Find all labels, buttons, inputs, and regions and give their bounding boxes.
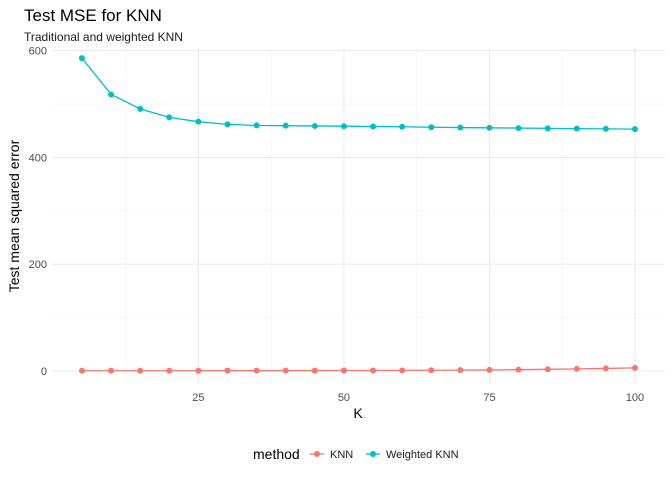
data-point xyxy=(486,124,493,131)
legend-title: method xyxy=(253,446,300,462)
series-line xyxy=(81,57,636,130)
x-tick-label: 25 xyxy=(192,392,204,404)
legend-label: Weighted KNN xyxy=(386,449,459,461)
data-point xyxy=(108,91,115,98)
data-point xyxy=(282,122,289,129)
series-line xyxy=(82,367,636,372)
data-point xyxy=(340,123,347,130)
data-point xyxy=(370,123,377,130)
data-point xyxy=(108,367,115,374)
data-point xyxy=(370,367,377,374)
legend-item: KNN xyxy=(310,449,353,461)
data-point xyxy=(515,366,522,373)
data-point xyxy=(632,364,638,371)
data-point xyxy=(253,367,260,374)
x-tick-label: 50 xyxy=(338,392,350,404)
data-point xyxy=(224,367,231,374)
legend-label: KNN xyxy=(330,449,353,461)
x-axis-title: K xyxy=(353,405,363,421)
series-weighted-knn xyxy=(79,55,638,133)
data-point xyxy=(195,118,202,125)
legend-item: Weighted KNN xyxy=(366,449,459,461)
data-point xyxy=(457,367,464,374)
grid xyxy=(52,48,665,384)
plot-panel: 25 50 75 100 0 200 400 600 xyxy=(29,46,665,404)
data-point xyxy=(486,366,493,373)
data-point xyxy=(515,125,522,132)
y-tick-label: 600 xyxy=(29,46,47,58)
data-point xyxy=(166,367,173,374)
data-point xyxy=(632,126,638,133)
legend: method KNN Weighted KNN xyxy=(253,446,459,462)
data-point xyxy=(428,124,435,131)
chart-subtitle: Traditional and weighted KNN xyxy=(24,30,183,44)
series-knn xyxy=(79,364,638,374)
data-point xyxy=(544,366,551,373)
data-point xyxy=(137,105,144,112)
data-point xyxy=(282,367,289,374)
data-point xyxy=(573,125,580,132)
data-point xyxy=(399,367,406,374)
data-point xyxy=(544,125,551,132)
data-point xyxy=(224,121,231,128)
legend-key-point xyxy=(370,451,376,457)
data-point xyxy=(195,367,202,374)
data-point xyxy=(79,367,85,374)
data-point xyxy=(137,367,144,374)
x-tick-label: 75 xyxy=(483,392,495,404)
data-point xyxy=(428,367,435,374)
data-point xyxy=(166,114,173,121)
data-point xyxy=(573,365,580,372)
y-tick-label: 0 xyxy=(41,366,47,378)
legend-items: KNN Weighted KNN xyxy=(310,449,459,461)
x-tick-label: 100 xyxy=(626,392,644,404)
data-point xyxy=(311,122,318,129)
x-axis-ticks: 25 50 75 100 xyxy=(192,392,644,404)
y-tick-label: 400 xyxy=(29,152,47,164)
data-point xyxy=(602,365,609,372)
data-point xyxy=(311,367,318,374)
data-point xyxy=(340,367,347,374)
data-point xyxy=(253,122,260,129)
legend-key-point xyxy=(314,451,320,457)
data-point xyxy=(602,125,609,132)
y-axis-title: Test mean squared error xyxy=(6,139,22,292)
data-point xyxy=(399,123,406,130)
y-axis-ticks: 0 200 400 600 xyxy=(29,46,47,378)
series-layer xyxy=(79,55,638,374)
chart-title: Test MSE for KNN xyxy=(24,6,162,25)
y-tick-label: 200 xyxy=(29,259,47,271)
data-point xyxy=(457,124,464,131)
data-point xyxy=(79,55,85,62)
